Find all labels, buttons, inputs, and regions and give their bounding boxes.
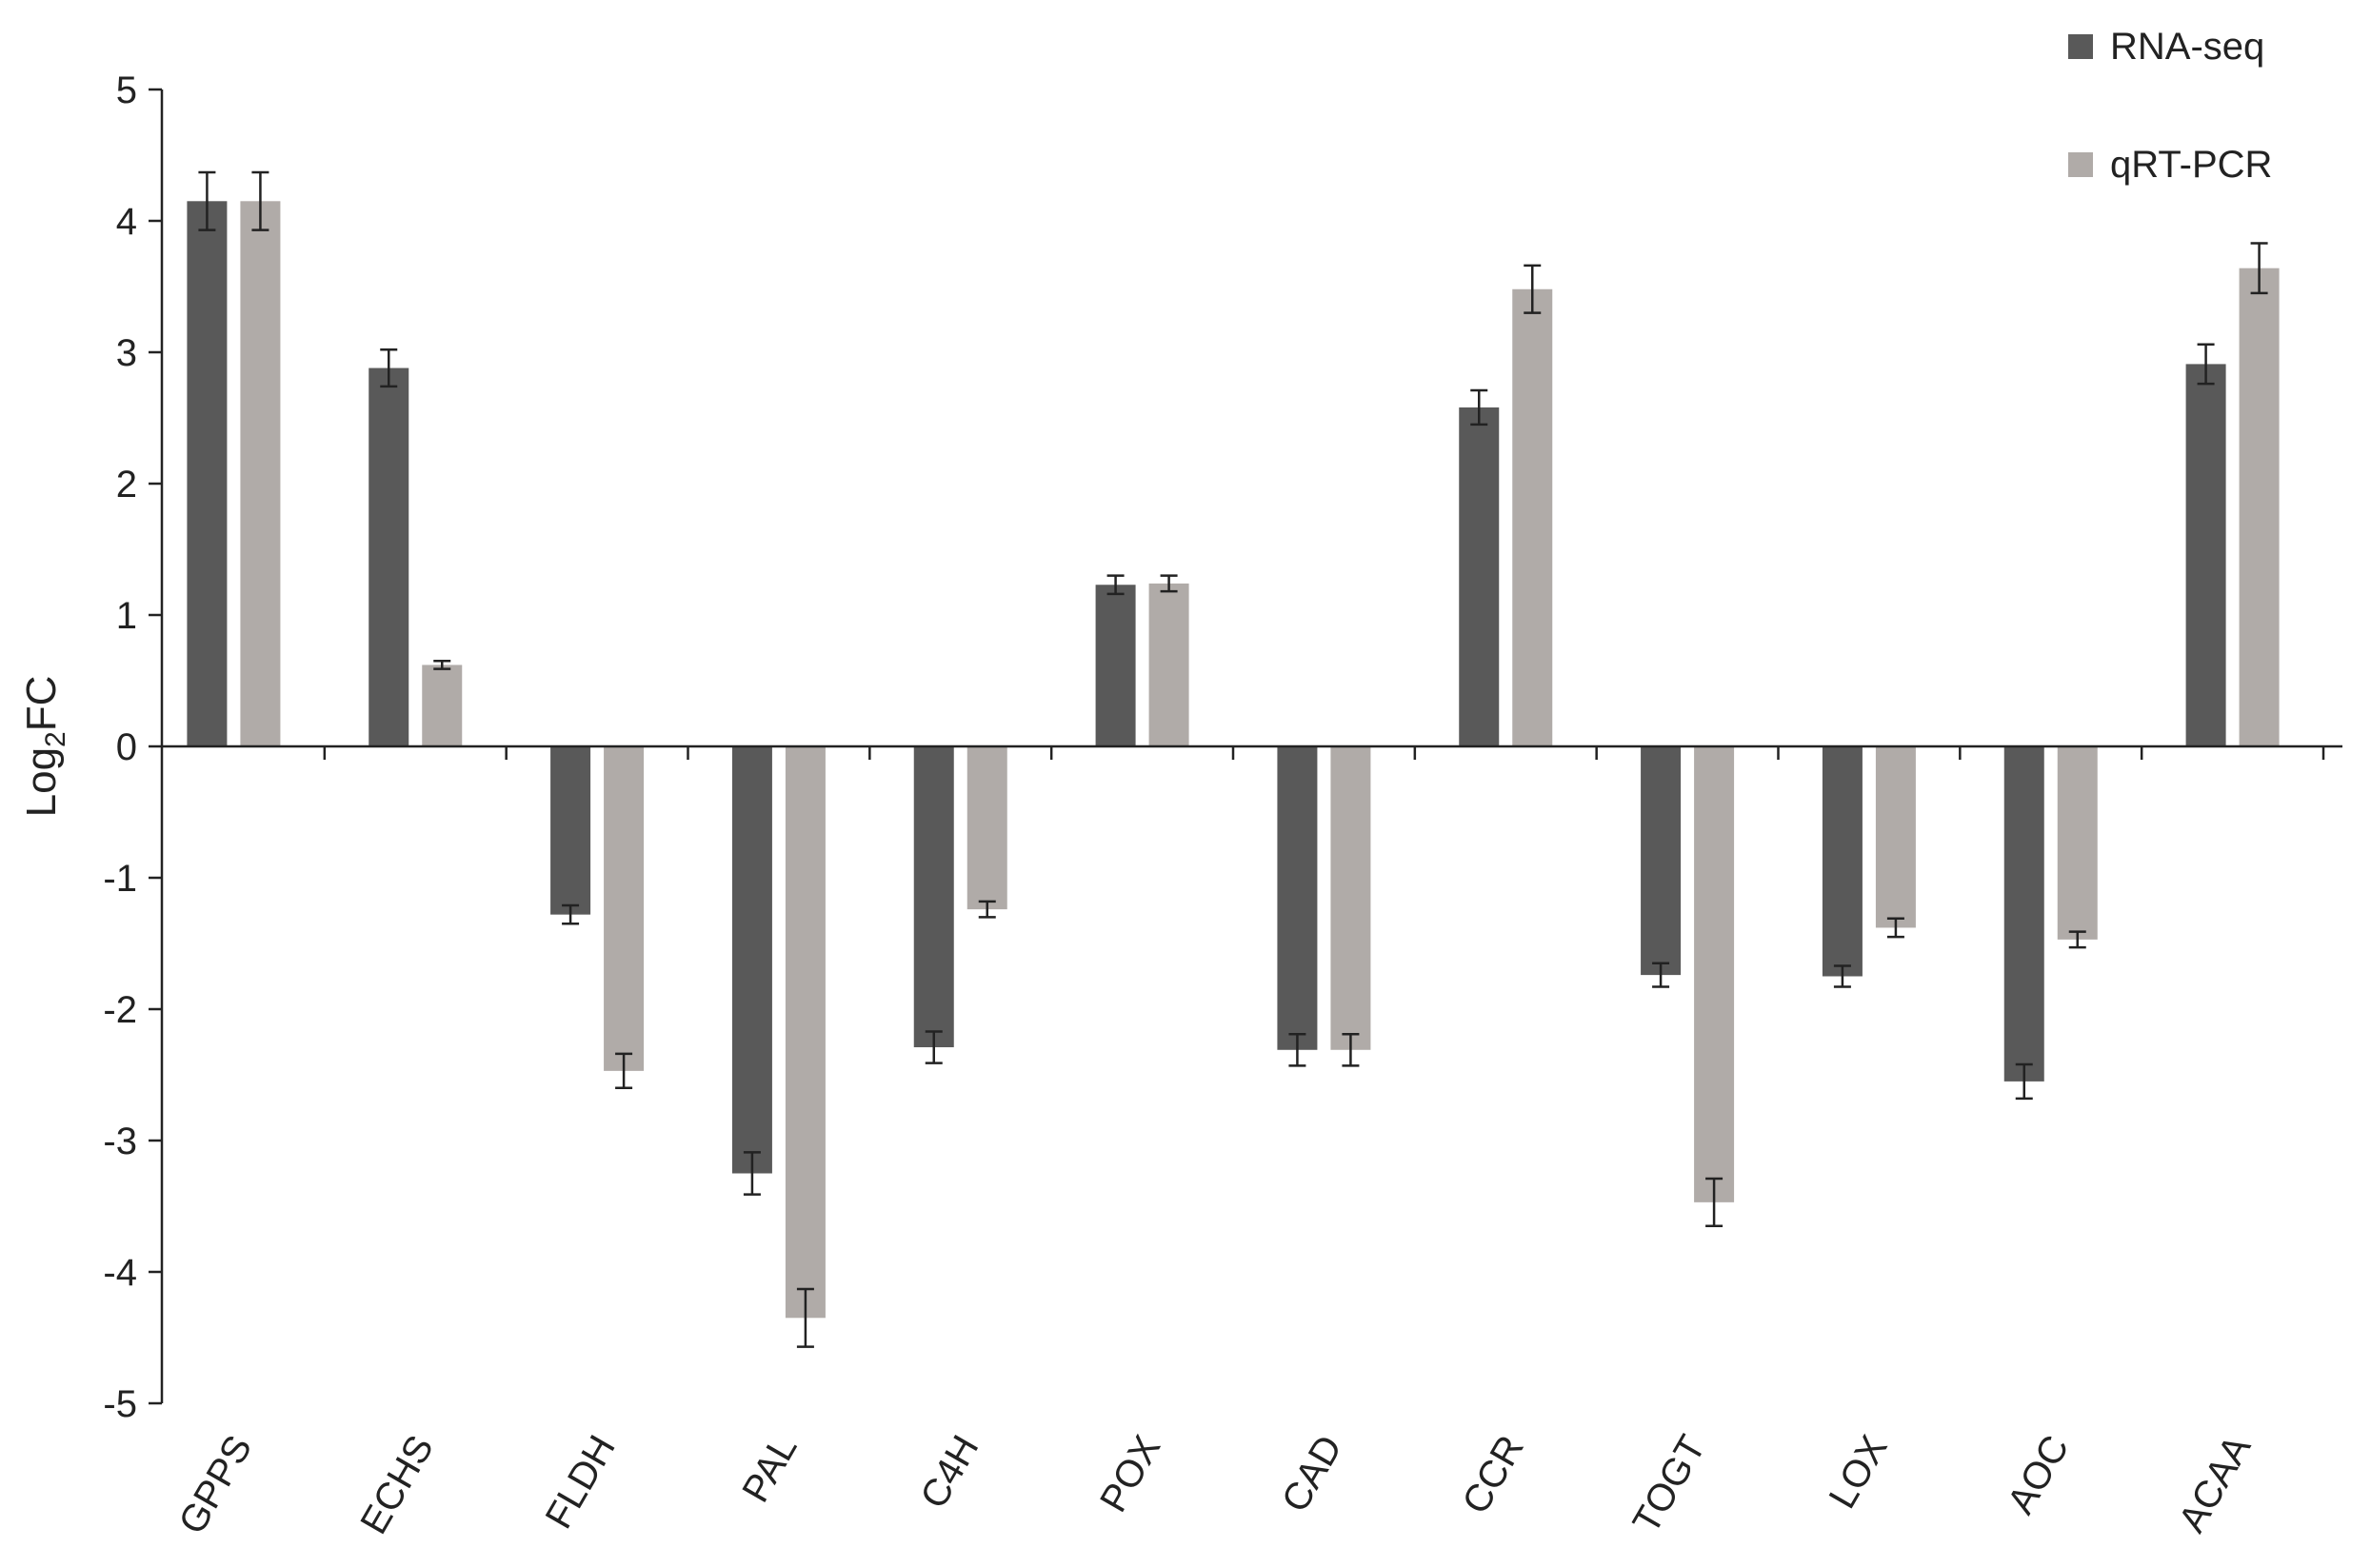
y-tick-label: -4 xyxy=(103,1252,137,1294)
bar-qrt-pcr-echs xyxy=(422,665,463,746)
error-bar-rna-seq-cad xyxy=(1288,1032,1306,1067)
x-tick-label-lox: LOX xyxy=(1822,1429,1896,1516)
bar-rna-seq-ccr xyxy=(1459,407,1500,746)
legend-label-qrt-pcr: qRT-PCR xyxy=(2110,144,2272,186)
error-bar-rna-seq-echs xyxy=(380,347,398,388)
error-bar-rna-seq-c4h xyxy=(925,1030,943,1064)
axes-layer xyxy=(149,88,2342,1405)
y-tick-label: -1 xyxy=(103,858,137,900)
bar-qrt-pcr-aoc xyxy=(2057,746,2098,940)
error-bar-rna-seq-aoc xyxy=(2015,1062,2033,1101)
error-bar-qrt-pcr-aoc xyxy=(2068,930,2086,949)
error-bar-rna-seq-gpps xyxy=(198,170,216,231)
error-bar-qrt-pcr-cad xyxy=(1342,1032,1360,1067)
bar-qrt-pcr-fldh xyxy=(604,746,645,1071)
bar-rna-seq-echs xyxy=(369,367,409,746)
bar-rna-seq-pal xyxy=(731,746,772,1174)
y-tick-labels-layer: 5 4 3 2 1 0 -1 -2 -3 -4 -5 xyxy=(103,69,137,1425)
bar-qrt-pcr-c4h xyxy=(966,746,1007,910)
x-tick-label-aoc: AOC xyxy=(2000,1429,2077,1521)
error-bar-qrt-pcr-fldh xyxy=(615,1052,633,1090)
x-tick-label-pox: POX xyxy=(1092,1429,1168,1519)
x-tick-label-pal: PAL xyxy=(734,1429,805,1510)
y-tick-label: 3 xyxy=(116,332,137,374)
y-tick-label: 1 xyxy=(116,595,137,637)
bar-rna-seq-c4h xyxy=(913,746,954,1048)
error-bar-rna-seq-lox xyxy=(1833,964,1851,988)
error-bar-qrt-pcr-c4h xyxy=(978,900,996,919)
bar-qrt-pcr-pal xyxy=(785,746,826,1319)
bar-rna-seq-togt xyxy=(1641,746,1682,976)
error-bar-qrt-pcr-gpps xyxy=(251,170,269,231)
y-tick-label: 5 xyxy=(116,69,137,111)
error-bar-rna-seq-togt xyxy=(1652,962,1670,988)
y-tick-label: 0 xyxy=(116,726,137,768)
y-axis-label: Log2FC xyxy=(18,676,71,818)
category-labels-layer: GPPS ECHS FLDH PAL C4H POX CAD CCR TOGT LOX AOC ACA… xyxy=(171,1428,2260,1541)
x-tick-label-echs: ECHS xyxy=(352,1429,442,1541)
y-tick-label: -2 xyxy=(103,989,137,1031)
legend-swatch-qrt-pcr xyxy=(2068,152,2093,177)
legend-label-rna-seq: RNA-seq xyxy=(2110,26,2264,68)
y-tick-label: 2 xyxy=(116,464,137,506)
x-tick-label-fldh: FLDH xyxy=(538,1429,624,1536)
error-bar-rna-seq-pal xyxy=(743,1151,761,1196)
error-bar-qrt-pcr-echs xyxy=(433,660,451,670)
bar-rna-seq-fldh xyxy=(550,746,591,915)
bars-layer xyxy=(187,201,2280,1319)
x-tick-label-gpps: GPPS xyxy=(171,1429,261,1541)
legend: RNA-seq qRT-PCR xyxy=(2068,26,2272,186)
bar-qrt-pcr-acaa xyxy=(2239,268,2280,746)
legend-swatch-rna-seq xyxy=(2068,34,2093,59)
bar-qrt-pcr-lox xyxy=(1875,746,1916,928)
x-tick-label-togt: TOGT xyxy=(1625,1429,1714,1541)
bar-qrt-pcr-gpps xyxy=(240,201,281,747)
error-bar-rna-seq-ccr xyxy=(1470,388,1488,427)
bar-rna-seq-cad xyxy=(1277,746,1318,1050)
error-bars-layer xyxy=(198,170,2268,1348)
y-tick-label: -5 xyxy=(103,1383,137,1425)
x-tick-label-ccr: CCR xyxy=(1455,1429,1532,1521)
x-tick-label-acaa: ACAA xyxy=(2171,1428,2260,1539)
error-bar-rna-seq-fldh xyxy=(562,903,580,925)
bar-rna-seq-gpps xyxy=(187,201,228,747)
error-bar-rna-seq-pox xyxy=(1106,574,1125,596)
error-bar-qrt-pcr-pal xyxy=(796,1287,814,1348)
bar-qrt-pcr-togt xyxy=(1694,746,1735,1202)
error-bar-qrt-pcr-lox xyxy=(1886,917,1904,939)
y-tick-label: -3 xyxy=(103,1121,137,1162)
x-tick-label-c4h: C4H xyxy=(912,1429,986,1516)
error-bar-rna-seq-acaa xyxy=(2197,343,2215,386)
bar-rna-seq-pox xyxy=(1095,585,1136,746)
error-bar-qrt-pcr-togt xyxy=(1705,1177,1723,1227)
bar-rna-seq-aoc xyxy=(2003,746,2044,1082)
bar-qrt-pcr-pox xyxy=(1148,583,1189,746)
error-bar-qrt-pcr-pox xyxy=(1160,574,1178,593)
error-bar-qrt-pcr-acaa xyxy=(2250,242,2268,295)
bar-rna-seq-lox xyxy=(1822,746,1863,977)
bar-qrt-pcr-ccr xyxy=(1512,288,1553,746)
bar-qrt-pcr-cad xyxy=(1330,746,1371,1050)
x-tick-label-cad: CAD xyxy=(1274,1429,1350,1519)
bar-rna-seq-acaa xyxy=(2185,364,2226,746)
error-bar-qrt-pcr-ccr xyxy=(1524,264,1542,314)
y-tick-label: 4 xyxy=(116,201,137,243)
